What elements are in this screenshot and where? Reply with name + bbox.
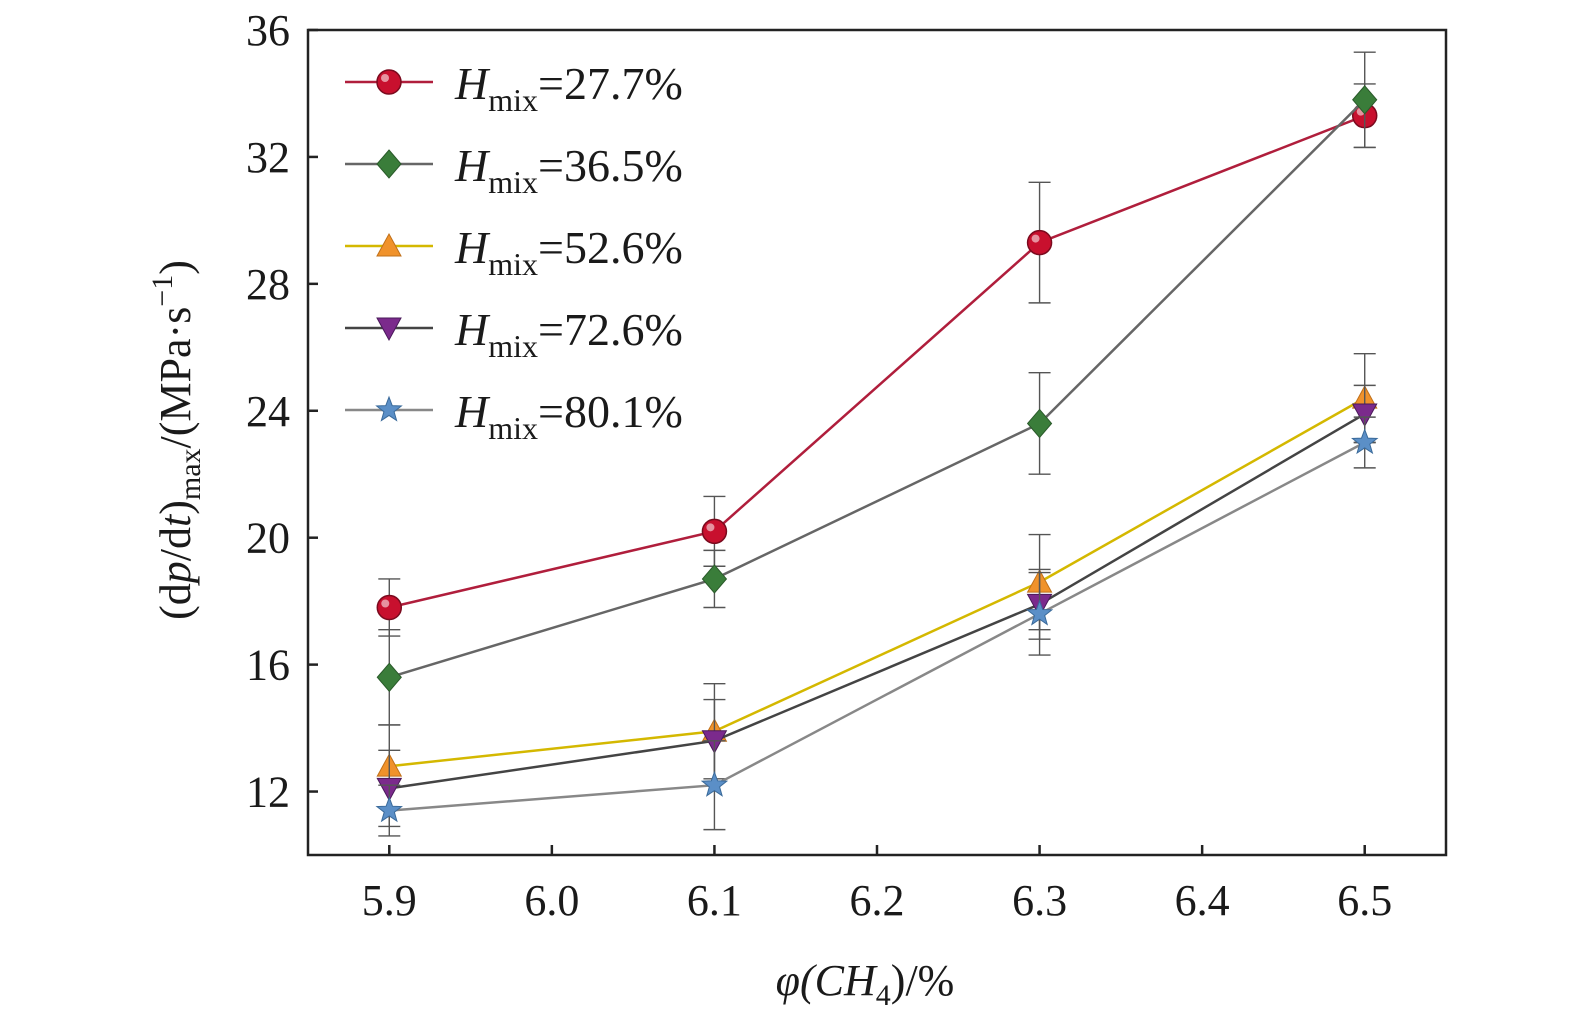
legend-label-3: Hmix=72.6%	[454, 304, 683, 364]
x-axis-title-suffix: )/%	[891, 956, 955, 1005]
series-4	[375, 416, 1379, 837]
x-tick-label-1: 6.0	[524, 876, 579, 925]
legend-item-1: Hmix=36.5%	[345, 140, 683, 200]
legend-marker-0-highlight	[381, 74, 389, 82]
series-4-point-1	[700, 770, 729, 797]
axes-layer: 5.9 6.0 6.1 6.2 6.3 6.4 6.5 12 16 20 24 28 32 36	[246, 6, 1448, 925]
series-0-point-1-body	[701, 518, 728, 545]
series-4-line	[389, 441, 1366, 812]
legend-item-2: Hmix=52.6%	[345, 222, 683, 282]
series-1-line	[388, 98, 1366, 679]
legend-label-2: Hmix=52.6%	[454, 222, 683, 282]
series-0-point-1-highlight	[706, 523, 715, 532]
series-1-point-1	[701, 564, 728, 594]
series-0-point-0	[376, 594, 403, 621]
y-tick-label-6: 36	[246, 6, 290, 55]
x-tick-label-5: 6.4	[1175, 876, 1230, 925]
x-tick-label-0: 5.9	[362, 876, 417, 925]
y-axis-title-sup: −1	[146, 275, 179, 307]
series-layer	[375, 51, 1379, 837]
y-tick-label-2: 20	[246, 514, 290, 563]
series-0-point-2-body	[1026, 229, 1053, 256]
series-0-point-2	[1026, 229, 1053, 256]
series-4-point-3	[1351, 428, 1379, 455]
series-4-point-0	[375, 796, 403, 823]
x-tick-label-4: 6.3	[1012, 876, 1067, 925]
legend-item-4: Hmix=80.1%	[345, 386, 683, 446]
series-2-line	[389, 397, 1366, 768]
y-tick-label-1: 16	[246, 641, 290, 690]
y-tick-label-3: 24	[246, 387, 290, 436]
legend-label-1: Hmix=36.5%	[454, 140, 683, 200]
x-tick-label-6: 6.5	[1337, 876, 1392, 925]
legend-label-4: Hmix=80.1%	[454, 386, 683, 446]
series-1-point-0	[376, 662, 402, 693]
series-3	[376, 384, 1378, 828]
series-0-point-1	[701, 518, 728, 545]
legend-marker-4	[375, 395, 403, 422]
series-3-point-3	[1351, 403, 1378, 427]
legend-item-0: Hmix=27.7%	[345, 58, 683, 118]
legend-marker-1	[376, 149, 402, 179]
series-3-line	[389, 412, 1366, 790]
series-4-point-2	[1025, 599, 1054, 626]
series-0-point-0-highlight	[381, 599, 390, 608]
y-tick-label-5: 32	[246, 133, 290, 182]
series-1-point-2	[1026, 408, 1053, 439]
legend-marker-0-body	[376, 69, 402, 95]
series-1	[376, 51, 1378, 726]
legend: Hmix=27.7% Hmix=36.5% Hmix=52.6% Hmix=72.6%…	[345, 58, 683, 446]
series-0-point-2-highlight	[1031, 234, 1040, 243]
legend-label-0: Hmix=27.7%	[454, 58, 683, 118]
x-axis-title-sub: 4	[876, 979, 891, 1012]
series-0-line	[389, 114, 1366, 609]
legend-marker-2	[376, 232, 402, 257]
x-axis-title: φ(CH4)/%	[776, 956, 955, 1012]
x-tick-label-3: 6.2	[850, 876, 905, 925]
y-axis-title: (dp/dt)max/(MPa·s−1)	[146, 260, 207, 620]
y-axis-title-sub: max	[174, 448, 207, 500]
legend-marker-0	[376, 69, 402, 95]
y-tick-label-4: 28	[246, 260, 290, 309]
series-0-point-0-body	[376, 594, 403, 621]
y-tick-label-0: 12	[246, 768, 290, 817]
legend-item-3: Hmix=72.6%	[345, 304, 683, 364]
x-tick-label-2: 6.1	[687, 876, 742, 925]
series-1-point-3	[1352, 85, 1378, 115]
legend-marker-3	[376, 317, 402, 342]
